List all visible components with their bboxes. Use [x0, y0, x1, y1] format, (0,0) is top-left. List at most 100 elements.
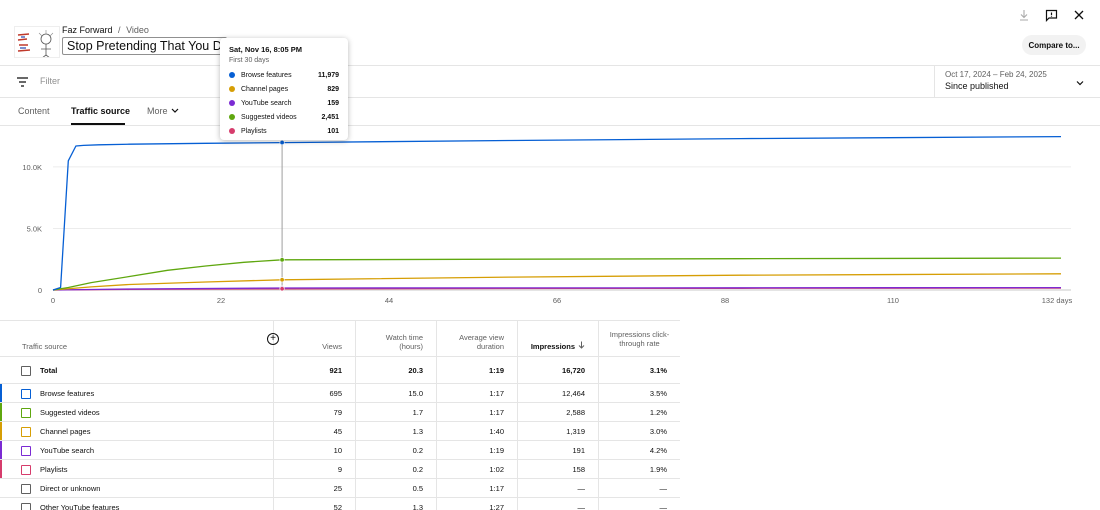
download-icon[interactable] [1015, 6, 1033, 24]
row-views: 9 [273, 460, 355, 478]
series-dot-icon [229, 72, 235, 78]
row-views: 25 [273, 479, 355, 497]
x-tick-label: 22 [217, 296, 225, 305]
header-watch-time[interactable]: Watch time (hours) [355, 321, 436, 356]
row-checkbox[interactable] [21, 502, 31, 510]
row-average-view-duration: 1:19 [436, 357, 517, 383]
row-average-view-duration: 1:17 [436, 403, 517, 421]
table-row[interactable]: YouTube search 10 0.2 1:19 191 4.2% [0, 441, 680, 460]
row-watch-time: 0.5 [355, 479, 436, 497]
row-traffic-source: YouTube search [40, 445, 95, 455]
header-impressions[interactable]: Impressions [517, 321, 598, 356]
thumbnail-art-icon [15, 27, 59, 57]
series-dot-icon [229, 128, 235, 134]
row-traffic-source: Browse features [40, 388, 95, 398]
row-impressions: 158 [517, 460, 598, 478]
table-row[interactable]: Other YouTube features 52 1.3 1:27— — [0, 498, 680, 510]
tab-bar: Content Traffic source More [0, 98, 1100, 126]
row-checkbox[interactable] [21, 388, 31, 399]
row-impressions: 2,588 [517, 403, 598, 421]
row-impressions: 1,319 [517, 422, 598, 440]
row-ctr: 3.0% [598, 422, 680, 440]
row-views: 45 [273, 422, 355, 440]
header-ctr[interactable]: Impressions click-through rate [598, 321, 680, 356]
row-average-view-duration: 1:02 [436, 460, 517, 478]
row-ctr: 1.2% [598, 403, 680, 421]
hover-point [279, 286, 285, 292]
row-checkbox[interactable] [21, 407, 31, 418]
filter-icon[interactable] [16, 75, 29, 93]
tooltip-series-value: 11,979 [317, 71, 339, 79]
row-watch-time: 0.2 [355, 460, 436, 478]
breadcrumb-section: Video [126, 25, 149, 35]
row-watch-time: 1.3 [355, 498, 436, 510]
series-color-bar [0, 403, 2, 421]
row-watch-time: 1.3 [355, 422, 436, 440]
add-column-icon[interactable]: + [267, 333, 279, 345]
x-tick-label: 44 [385, 296, 393, 305]
x-tick-label: 88 [721, 296, 729, 305]
series-line [52, 257, 1062, 291]
date-range-picker[interactable]: Oct 17, 2024 – Feb 24, 2025 Since publis… [934, 66, 1100, 98]
row-impressions: — [517, 498, 598, 510]
tooltip-row: Playlists 101 [229, 124, 339, 138]
table-row[interactable]: Browse features 695 15.0 1:17 12,464 3.5% [0, 384, 680, 403]
series-color-bar [0, 384, 2, 402]
header-ctr-label: Impressions click-through rate [609, 329, 670, 348]
series-dot-icon [229, 100, 235, 106]
active-tab-indicator [71, 123, 125, 125]
row-checkbox[interactable] [21, 464, 31, 475]
row-checkbox[interactable] [21, 426, 31, 437]
row-ctr: — [598, 479, 680, 497]
row-ctr: 4.2% [598, 441, 680, 459]
tab-traffic-source[interactable]: Traffic source [71, 106, 131, 116]
video-thumbnail[interactable] [14, 26, 60, 58]
row-average-view-duration: 1:40 [436, 422, 517, 440]
header-views[interactable]: Views [273, 321, 355, 356]
row-checkbox[interactable] [21, 483, 31, 494]
x-tick-label: 110 [887, 296, 899, 305]
row-traffic-source: Suggested videos [40, 407, 100, 417]
line-chart: 0 5.0K 10.0K 0 22 44 66 88 110 132 days [22, 126, 1072, 305]
series-dot-icon [229, 114, 235, 120]
traffic-chart[interactable]: 0 5.0K 10.0K 0 22 44 66 88 110 132 days [0, 126, 1100, 316]
row-checkbox[interactable] [21, 365, 31, 376]
tab-more[interactable]: More [147, 106, 180, 116]
chevron-down-icon [1075, 75, 1085, 93]
table-row[interactable]: Channel pages 45 1.3 1:40 1,319 3.0% [0, 422, 680, 441]
row-checkbox[interactable] [21, 445, 31, 456]
tooltip-series-value: 159 [327, 99, 339, 107]
feedback-icon[interactable] [1042, 6, 1060, 24]
series-dot-icon [229, 86, 235, 92]
row-impressions: 191 [517, 441, 598, 459]
row-impressions: 16,720 [517, 357, 598, 383]
tooltip-row: YouTube search 159 [229, 96, 339, 110]
row-views: 695 [273, 384, 355, 402]
hover-point [279, 277, 285, 283]
x-tick-label: 66 [553, 296, 561, 305]
video-title[interactable]: Stop Pretending That You Don [62, 37, 227, 55]
breadcrumb-channel[interactable]: Faz Forward [62, 25, 113, 35]
header-average-view-duration[interactable]: Average view duration [436, 321, 517, 356]
close-icon[interactable] [1070, 6, 1088, 24]
filter-input[interactable]: Filter [40, 76, 60, 86]
table-row[interactable]: Suggested videos 79 1.7 1:17 2,588 1.2% [0, 403, 680, 422]
table-row[interactable]: Playlists 9 0.2 1:02 158 1.9% [0, 460, 680, 479]
row-impressions: — [517, 479, 598, 497]
table-total-row[interactable]: Total 921 20.3 1:19 16,720 3.1% [0, 357, 680, 384]
tooltip-series-value: 2,451 [321, 113, 339, 121]
table-row[interactable]: Direct or unknown 25 0.5 1:17— — [0, 479, 680, 498]
row-ctr: 3.1% [598, 357, 680, 383]
tooltip-series-name: YouTube search [241, 99, 292, 107]
series-line [52, 286, 1062, 291]
y-tick-label: 10.0K [22, 163, 42, 172]
row-views: 10 [273, 441, 355, 459]
chart-tooltip: Sat, Nov 16, 8:05 PM First 30 days Brows… [220, 38, 348, 140]
compare-to-button[interactable]: Compare to... [1022, 35, 1086, 55]
header-impressions-label: Impressions [530, 342, 575, 351]
tooltip-series-name: Browse features [241, 71, 292, 79]
tab-content[interactable]: Content [18, 106, 50, 116]
row-watch-time: 1.7 [355, 403, 436, 421]
row-views: 79 [273, 403, 355, 421]
row-watch-time: 20.3 [355, 357, 436, 383]
